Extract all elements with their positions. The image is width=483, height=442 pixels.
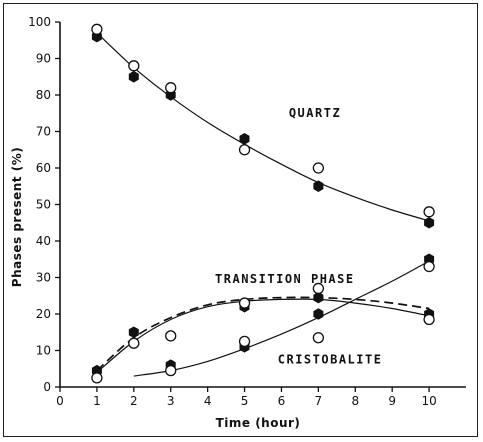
y-tick-label: 60 [36,161,51,175]
y-tick-label: 10 [36,344,51,358]
data-points [91,23,435,384]
transition-point-open [423,313,435,326]
x-tick-label: 10 [421,394,436,408]
y-tick-label: 0 [43,380,51,394]
y-tick-label: 90 [36,52,51,66]
quartz-point-filled [239,133,250,145]
transition-point-open [238,297,251,309]
y-tick-label: 80 [36,88,51,102]
x-axis-title: Time (hour) [216,416,301,430]
cristobalite-point-open [238,335,251,348]
y-tick-label: 30 [36,271,51,285]
x-tick-label: 4 [204,394,212,408]
x-tick-label: 2 [130,394,138,408]
annotation-quartz: QUARTZ [289,106,341,120]
x-tick-label: 9 [388,394,396,408]
cristobalite-point-open [165,364,177,377]
y-tick-label: 20 [36,307,51,321]
quartz-point-filled [424,217,435,229]
cristobalite-point-filled [313,308,324,320]
transition-point-open [165,330,177,342]
x-tick-label: 7 [315,394,323,408]
cristobalite-point-open [312,332,325,344]
cristobalite-curve-solid [133,260,430,377]
transition-point-open [91,372,103,384]
quartz-point-open [165,82,177,94]
annotation-cristobalite: CRISTOBALITE [278,352,383,366]
y-tick-label: 100 [28,15,51,29]
x-tick-label: 3 [167,394,175,408]
quartz-point-open [128,60,140,72]
x-tick-label: 5 [241,394,249,408]
quartz-point-filled [128,70,139,83]
y-tick-label: 50 [36,198,51,212]
quartz-point-open [423,206,435,218]
x-tick-label: 8 [351,394,359,408]
quartz-curve-solid [96,32,430,222]
quartz-point-open [238,144,251,156]
chart-frame [3,3,478,437]
annotation-transition-phase: TRANSITION PHASE [215,272,355,286]
transition-point-filled [128,326,139,338]
y-axis-title: Phases present (%) [10,147,24,287]
labels: Time (hour) Phases present (%) QUARTZ TRA… [10,106,383,430]
cristobalite-point-open [423,260,435,273]
transition-point-filled [313,291,324,304]
curves [96,32,430,377]
x-tick-label: 0 [56,394,64,408]
x-tick-label: 1 [93,394,101,408]
x-tick-label: 6 [278,394,286,408]
transition-curve-dashed [96,296,430,372]
y-tick-label: 40 [36,234,51,248]
transition-point-open [312,282,325,295]
transition-point-open [128,337,140,349]
y-tick-label: 70 [36,125,51,139]
quartz-point-open [91,23,103,35]
transition-curve-solid [96,298,430,373]
quartz-point-filled [313,180,324,192]
quartz-point-open [312,162,325,174]
